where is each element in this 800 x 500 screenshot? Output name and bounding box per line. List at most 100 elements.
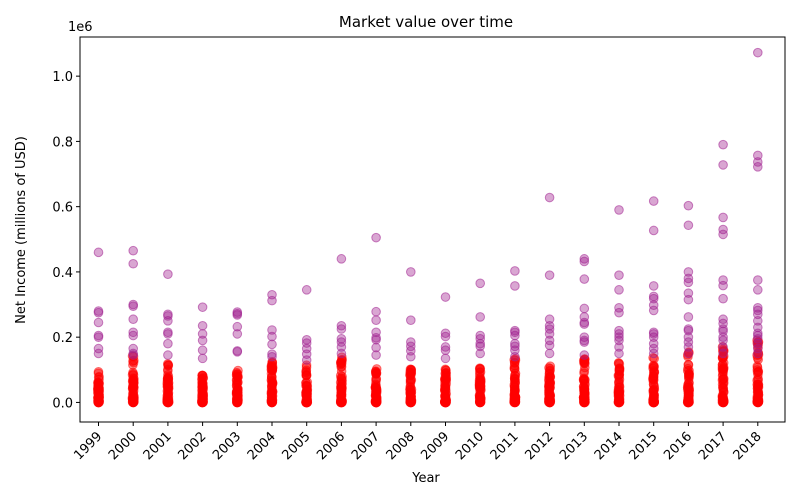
y-axis-title: Net Income (millions of USD) [14,136,29,324]
data-point [753,338,763,349]
data-point [93,317,104,328]
data-point [614,205,624,215]
data-point [440,342,451,352]
data-point [614,397,624,408]
data-point [128,397,138,408]
data-point [163,338,173,349]
data-point [579,366,590,376]
data-point [544,324,555,334]
data-point [683,388,694,398]
data-point [718,160,728,170]
data-point [579,254,590,264]
data-point [197,370,208,381]
data-point [405,370,415,380]
data-point [267,397,277,408]
data-point [614,270,624,280]
data-point [753,334,763,344]
data-point [648,332,659,342]
data-point [475,381,486,391]
data-point [683,325,694,336]
data-points [92,47,764,408]
data-point [579,274,590,284]
data-point [302,381,313,392]
data-point [718,332,728,342]
data-point [475,312,486,322]
data-point [718,373,729,384]
data-point [93,348,104,359]
data-point [266,389,277,399]
data-point [614,329,624,339]
data-point [336,348,347,359]
data-point [128,327,138,338]
data-point [579,256,590,267]
data-point [406,267,416,277]
data-point [510,330,520,341]
y-tick-label: 0.4 [52,266,73,281]
data-point [231,367,242,378]
data-point [718,224,728,235]
data-point [753,157,763,167]
data-point [510,266,520,276]
data-point [197,353,208,364]
data-point [162,382,173,392]
data-point [163,316,173,326]
data-point [197,397,208,408]
data-point [753,348,763,359]
data-point [510,345,520,356]
data-point [753,162,763,172]
data-point [336,397,347,408]
data-point [406,351,416,362]
y-tick-label: 0.2 [52,331,73,346]
data-point [475,375,486,386]
data-point [509,373,520,384]
data-point [475,334,486,344]
data-point [301,355,312,365]
data-point [579,337,590,347]
data-point [441,365,451,375]
data-point [718,335,728,346]
data-point [544,270,555,280]
data-point [649,353,660,364]
data-point [683,337,694,347]
data-point [336,337,347,347]
data-point [579,303,590,314]
data-point [648,374,658,385]
data-point [93,247,104,258]
data-point [475,338,486,349]
data-point [648,300,659,310]
data-point [579,354,590,364]
data-point [197,320,208,331]
data-point [614,376,624,387]
data-point [683,342,694,352]
data-point [718,139,728,150]
data-point [614,342,624,352]
data-point [371,334,381,345]
data-point [163,364,173,375]
data-point [510,338,520,349]
data-point [614,307,624,318]
data-point [301,285,312,295]
data-point [336,254,347,264]
data-point [614,285,624,295]
data-point [267,349,277,359]
data-point [718,342,728,352]
data-point [197,345,208,356]
data-point [648,281,659,291]
data-point [544,348,555,359]
data-point [510,281,520,291]
data-point [683,332,694,342]
y-tick-label: 0.8 [52,135,73,150]
data-point [648,225,659,236]
data-point [266,364,277,375]
data-point [163,329,173,339]
data-point [683,363,693,374]
data-point [753,343,763,354]
data-point [683,382,693,393]
data-point [232,397,243,408]
data-point [128,314,138,325]
data-point [544,192,555,203]
data-point [267,351,277,362]
data-point [301,360,312,370]
data-point [544,340,555,351]
